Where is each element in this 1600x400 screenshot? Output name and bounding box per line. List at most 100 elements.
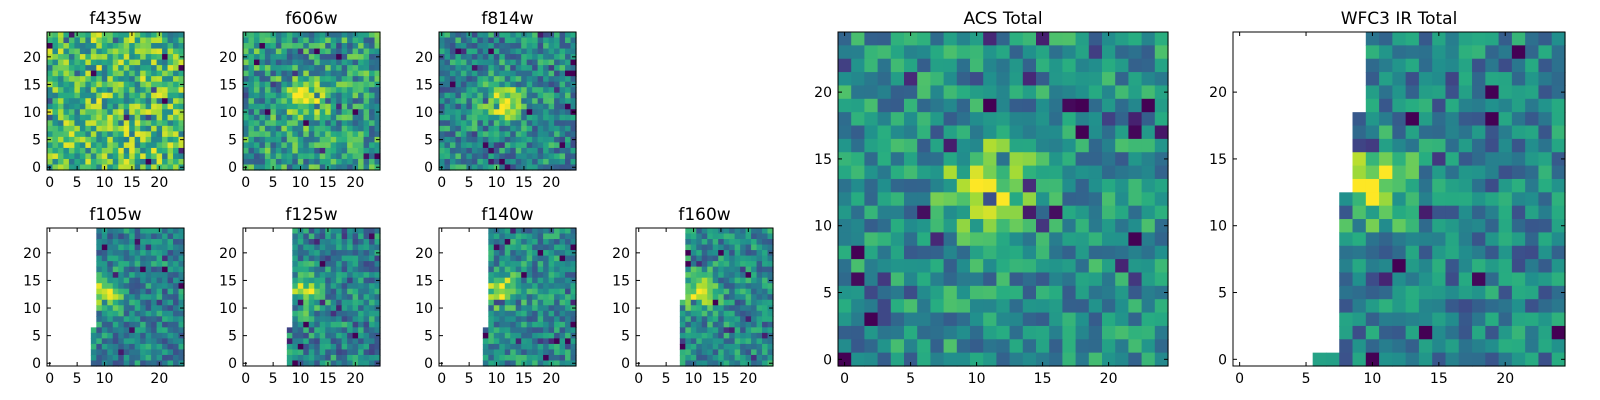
pixel-cell xyxy=(369,228,376,235)
pixel-cell xyxy=(330,109,337,116)
pixel-cell xyxy=(712,338,719,345)
pixel-cell xyxy=(526,299,533,306)
pixel-cell xyxy=(118,354,125,362)
pixel-cell xyxy=(471,43,478,50)
pixel-cell xyxy=(319,153,326,160)
pixel-cell xyxy=(917,85,931,100)
pixel-cell xyxy=(123,142,130,149)
pixel-cell xyxy=(1022,125,1037,140)
pixel-cell xyxy=(101,48,108,55)
pixel-cell xyxy=(151,310,158,317)
pixel-cell xyxy=(1498,219,1513,233)
pixel-cell xyxy=(1551,45,1566,60)
pixel-cell xyxy=(145,354,152,362)
pixel-cell xyxy=(504,354,511,362)
pixel-cell xyxy=(363,349,370,356)
pixel-cell xyxy=(264,164,271,171)
panel-title: f160w xyxy=(678,205,730,225)
pixel-cell xyxy=(970,138,984,153)
pixel-cell xyxy=(330,37,337,44)
pixel-cell xyxy=(756,343,763,351)
pixel-cell xyxy=(134,81,141,88)
pixel-cell xyxy=(107,261,114,268)
pixel-cell xyxy=(162,305,169,312)
pixel-cell xyxy=(1352,219,1367,233)
pixel-cell xyxy=(1365,72,1380,87)
pixel-cell xyxy=(1352,178,1367,193)
pixel-cell xyxy=(690,316,697,323)
pixel-cell xyxy=(526,255,533,262)
pixel-cell xyxy=(543,114,550,121)
pixel-cell xyxy=(374,244,381,251)
pixel-cell xyxy=(107,103,114,110)
pixel-cell xyxy=(363,147,370,155)
pixel-cell xyxy=(1498,125,1513,140)
pixel-cell xyxy=(890,112,905,127)
pixel-cell xyxy=(690,288,697,295)
pixel-cell xyxy=(877,152,892,167)
pixel-cell xyxy=(956,58,971,73)
pixel-cell xyxy=(543,37,550,44)
pixel-cell xyxy=(565,321,572,328)
pixel-cell xyxy=(341,103,348,110)
pixel-cell xyxy=(537,316,544,323)
pixel-cell xyxy=(1392,165,1407,180)
pixel-cell xyxy=(1009,259,1024,274)
pixel-cell xyxy=(162,343,169,351)
pixel-cell xyxy=(286,70,293,77)
pixel-cell xyxy=(718,316,725,323)
pixel-cell xyxy=(292,120,299,127)
pixel-cell xyxy=(145,109,152,116)
pixel-cell xyxy=(1379,219,1393,233)
pixel-cell xyxy=(275,48,282,55)
pixel-cell xyxy=(74,37,81,44)
pixel-cell xyxy=(1128,312,1143,327)
pixel-cell xyxy=(499,153,506,160)
pixel-cell xyxy=(890,98,905,113)
pixel-cell xyxy=(718,354,725,362)
pixel-cell xyxy=(156,147,163,155)
y-tick-label: 0 xyxy=(32,160,41,176)
pixel-cell xyxy=(455,48,462,55)
pixel-cell xyxy=(565,164,572,171)
pixel-cell xyxy=(347,70,354,77)
pixel-cell xyxy=(259,98,266,105)
pixel-cell xyxy=(488,76,495,83)
pixel-cell xyxy=(460,103,467,110)
pixel-cell xyxy=(129,43,136,50)
pixel-cell xyxy=(243,70,250,77)
pixel-cell xyxy=(74,54,81,61)
pixel-cell xyxy=(1485,165,1500,180)
pixel-cell xyxy=(330,81,337,88)
pixel-cell xyxy=(292,54,299,61)
x-tick-label: 5 xyxy=(465,175,474,191)
pixel-cell xyxy=(145,81,152,88)
pixel-cell xyxy=(134,261,141,268)
pixel-cell xyxy=(1128,178,1143,193)
pixel-cell xyxy=(129,349,136,356)
pixel-cell xyxy=(554,283,561,290)
pixel-cell xyxy=(499,327,506,334)
pixel-cell xyxy=(325,70,332,77)
pixel-cell xyxy=(347,272,354,279)
pixel-cell xyxy=(510,76,517,83)
pixel-cell xyxy=(363,81,370,88)
pixel-cell xyxy=(129,228,136,235)
pixel-cell xyxy=(369,233,376,240)
pixel-cell xyxy=(297,103,304,110)
pixel-cell xyxy=(319,283,326,290)
pixel-cell xyxy=(363,338,370,345)
pixel-cell xyxy=(707,354,714,362)
pixel-cell xyxy=(314,327,321,334)
pixel-cell xyxy=(701,288,708,295)
pixel-cell xyxy=(63,153,70,160)
pixel-cell xyxy=(281,109,288,116)
pixel-cell xyxy=(1538,205,1553,220)
pixel-cell xyxy=(352,239,359,246)
pixel-cell xyxy=(548,158,555,166)
pixel-cell xyxy=(358,43,365,50)
pixel-cell xyxy=(851,45,865,60)
pixel-cell xyxy=(358,360,365,367)
pixel-cell xyxy=(477,131,484,138)
pixel-cell xyxy=(173,239,180,246)
